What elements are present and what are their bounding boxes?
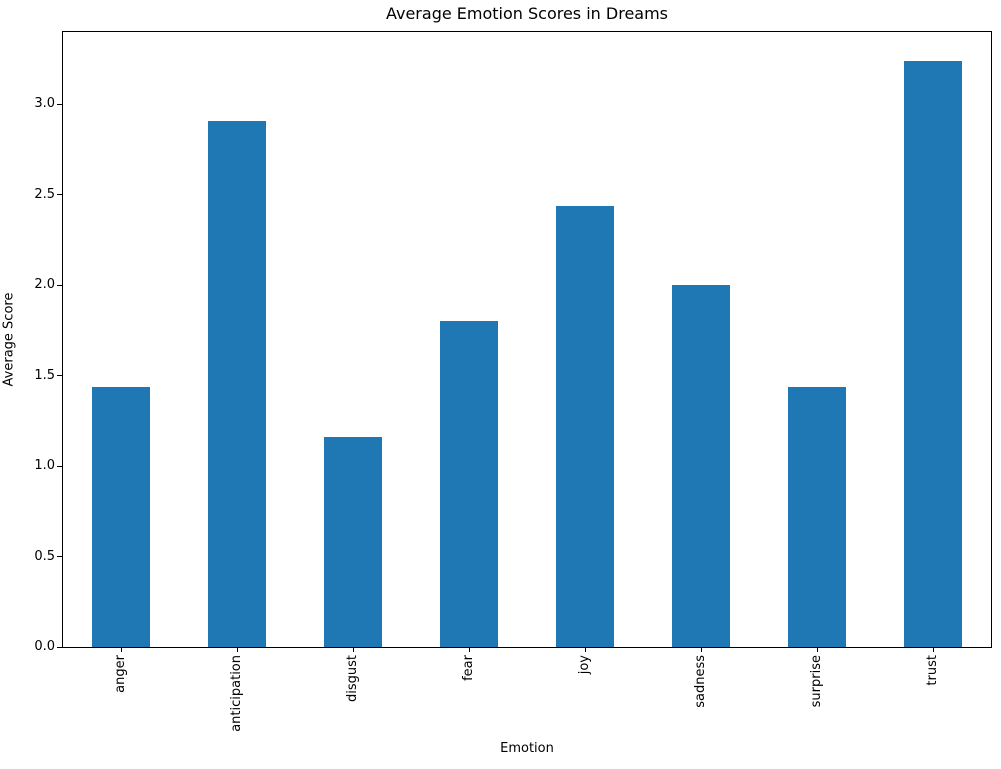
y-tick-mark (57, 194, 62, 196)
x-axis-label: Emotion (500, 741, 554, 756)
y-tick-mark (57, 465, 62, 467)
y-tick-label: 1.0 (34, 458, 55, 474)
bar-anticipation (208, 120, 266, 647)
y-tick-mark (57, 103, 62, 105)
bar-fear (440, 321, 498, 647)
y-tick-mark (57, 284, 62, 286)
chart-title: Average Emotion Scores in Dreams (385, 4, 669, 23)
y-tick-mark (57, 646, 62, 648)
x-tick-mark (352, 648, 354, 652)
x-tick-mark (236, 648, 238, 652)
y-tick-label: 2.5 (34, 186, 55, 202)
plot-area: 0.0 0.5 1.0 1.5 2.0 2.5 3.0 anger anticipation di… (34, 31, 992, 732)
x-tick-mark (932, 648, 934, 652)
bar-joy (556, 205, 614, 647)
x-tick-mark (468, 648, 470, 652)
bar-anger (92, 386, 150, 647)
bar-disgust (324, 437, 382, 647)
y-axis-label: Average Score (1, 292, 17, 387)
y-tick-label: 3.0 (34, 96, 55, 112)
y-tick-label: 0.5 (34, 548, 55, 564)
bar-surprise (788, 386, 846, 647)
x-tick-mark (120, 648, 122, 652)
y-tick-label: 0.0 (34, 639, 55, 654)
y-tick-label: 1.5 (34, 367, 55, 383)
y-tick-mark (57, 375, 62, 377)
x-tick-mark (816, 648, 818, 652)
x-tick-mark (700, 648, 702, 652)
bar-sadness (672, 285, 730, 647)
y-tick-label: 2.0 (34, 277, 55, 293)
bar-trust (904, 60, 962, 647)
x-tick-mark (584, 648, 586, 652)
y-tick-mark (57, 556, 62, 558)
